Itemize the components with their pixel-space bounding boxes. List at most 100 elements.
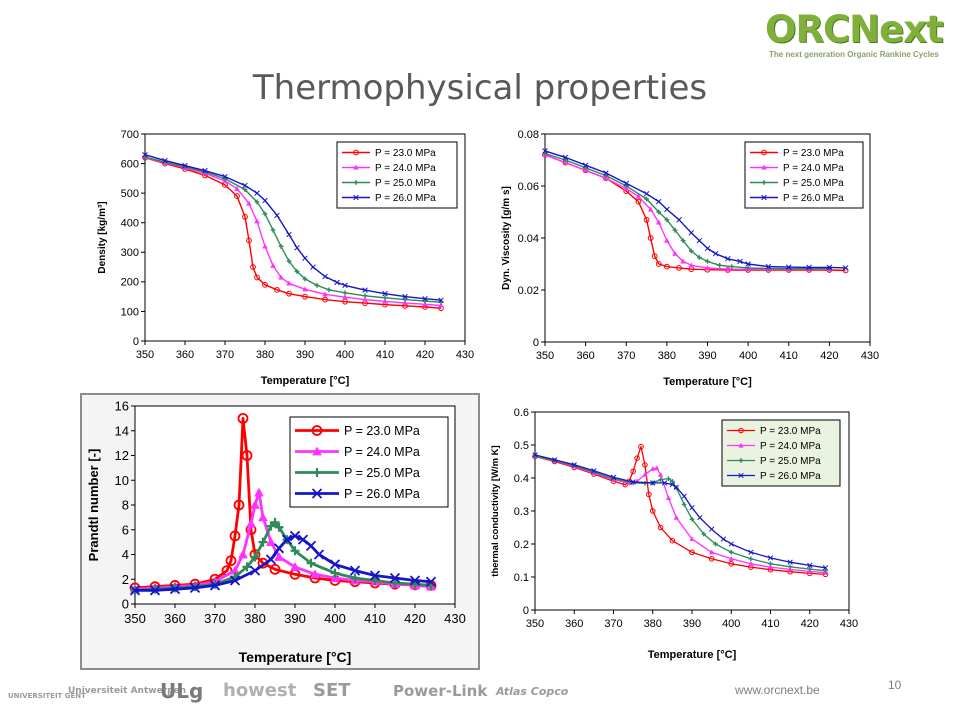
data-point xyxy=(258,537,268,547)
data-point xyxy=(149,585,161,596)
data-point xyxy=(630,479,636,485)
y-tick-label: 0.6 xyxy=(514,407,529,419)
data-point xyxy=(269,563,281,575)
data-point xyxy=(542,151,548,156)
data-point xyxy=(806,264,812,271)
data-point xyxy=(653,465,660,471)
data-point xyxy=(274,551,284,561)
data-point xyxy=(246,518,256,528)
y-tick-label: 6 xyxy=(122,522,129,537)
partner-logo-atlascopco: Atlas Copco xyxy=(496,685,569,698)
x-tick-label: 360 xyxy=(576,350,594,362)
y-axis-label: Dyn. Viscosity [g/m s] xyxy=(501,186,512,290)
x-tick-label: 400 xyxy=(722,618,740,630)
data-point xyxy=(250,264,256,270)
legend-marker xyxy=(311,425,323,436)
series-line xyxy=(135,534,432,592)
data-point xyxy=(826,264,833,271)
data-point xyxy=(402,293,408,300)
conductivity-chart: 350 360 370 380 390 400 410 420 430 0 0.1 0.2 0.3 0.4… xyxy=(482,400,885,670)
data-point xyxy=(234,185,240,191)
series-line xyxy=(544,154,846,272)
series-4 xyxy=(142,151,444,303)
x-tick-label: 410 xyxy=(761,618,779,630)
data-point xyxy=(422,295,428,302)
chart-frame xyxy=(80,393,480,670)
legend-marker xyxy=(738,427,744,434)
data-point xyxy=(737,258,743,265)
x-tick-label: 370 xyxy=(204,611,226,626)
x-tick-label: 400 xyxy=(739,350,757,362)
x-tick-label: 400 xyxy=(324,611,346,626)
x-tick-label: 380 xyxy=(256,349,274,361)
data-point xyxy=(289,530,301,542)
data-point xyxy=(689,505,695,511)
legend-marker xyxy=(353,149,359,156)
data-point xyxy=(532,452,538,458)
data-point xyxy=(313,549,325,560)
data-point xyxy=(630,468,636,475)
data-point xyxy=(422,301,428,307)
data-point xyxy=(823,568,828,574)
series-line xyxy=(534,445,826,576)
series-line xyxy=(144,156,442,307)
data-point xyxy=(634,455,640,462)
legend-label: P = 24.0 MPa xyxy=(760,441,821,452)
y-tick-label: 10 xyxy=(115,473,129,488)
data-point xyxy=(310,569,320,579)
y-tick-label: 0.5 xyxy=(514,440,529,452)
data-point xyxy=(334,279,340,286)
data-point xyxy=(286,258,292,264)
legend-label: P = 25.0 MPa xyxy=(375,178,436,189)
data-point xyxy=(681,493,687,499)
data-point xyxy=(701,531,707,537)
y-tick-label: 0.1 xyxy=(514,572,529,584)
x-tick-label: 390 xyxy=(284,611,306,626)
data-point xyxy=(278,243,284,249)
data-point xyxy=(242,182,248,189)
data-point xyxy=(233,499,245,511)
data-point xyxy=(242,187,248,192)
data-point xyxy=(665,494,672,500)
data-point xyxy=(635,193,642,199)
y-tick-label: 600 xyxy=(121,158,139,170)
data-point xyxy=(369,570,381,581)
data-point xyxy=(638,443,644,450)
y-tick-label: 0 xyxy=(523,605,529,617)
data-point xyxy=(382,295,388,301)
viscosity-chart: 350 360 370 380 390 400 410 420 430 0 0.02 0.04 0.06… xyxy=(495,122,885,392)
data-point xyxy=(642,471,648,477)
data-point xyxy=(787,559,793,565)
data-point xyxy=(182,162,188,169)
data-point xyxy=(603,170,609,176)
x-tick-label: 360 xyxy=(176,349,194,361)
data-point xyxy=(688,230,695,236)
data-point xyxy=(656,209,662,215)
x-tick-label: 410 xyxy=(780,350,798,362)
data-point xyxy=(273,543,285,554)
partner-logos: UNIVERSITEIT GENT Universiteit Antwerpen… xyxy=(8,676,568,716)
data-point xyxy=(713,541,718,547)
data-point xyxy=(254,274,260,281)
x-tick-label: 430 xyxy=(861,350,879,362)
legend-marker xyxy=(353,164,359,170)
x-tick-label: 430 xyxy=(840,618,858,630)
data-point xyxy=(202,167,208,174)
data-point xyxy=(688,248,694,254)
y-tick-label: 200 xyxy=(121,277,139,289)
data-point xyxy=(246,200,252,206)
data-point xyxy=(669,481,676,488)
data-point xyxy=(329,559,341,570)
data-point xyxy=(642,462,648,468)
data-point xyxy=(382,298,388,304)
data-point xyxy=(649,508,656,514)
data-point xyxy=(657,524,664,531)
data-point xyxy=(704,264,711,271)
legend-marker xyxy=(353,194,359,201)
data-point xyxy=(390,578,400,588)
legend-label: P = 26.0 MPa xyxy=(783,193,844,204)
data-point xyxy=(728,561,735,567)
legend-marker xyxy=(738,458,744,463)
data-point xyxy=(728,541,734,547)
data-point xyxy=(242,213,248,220)
